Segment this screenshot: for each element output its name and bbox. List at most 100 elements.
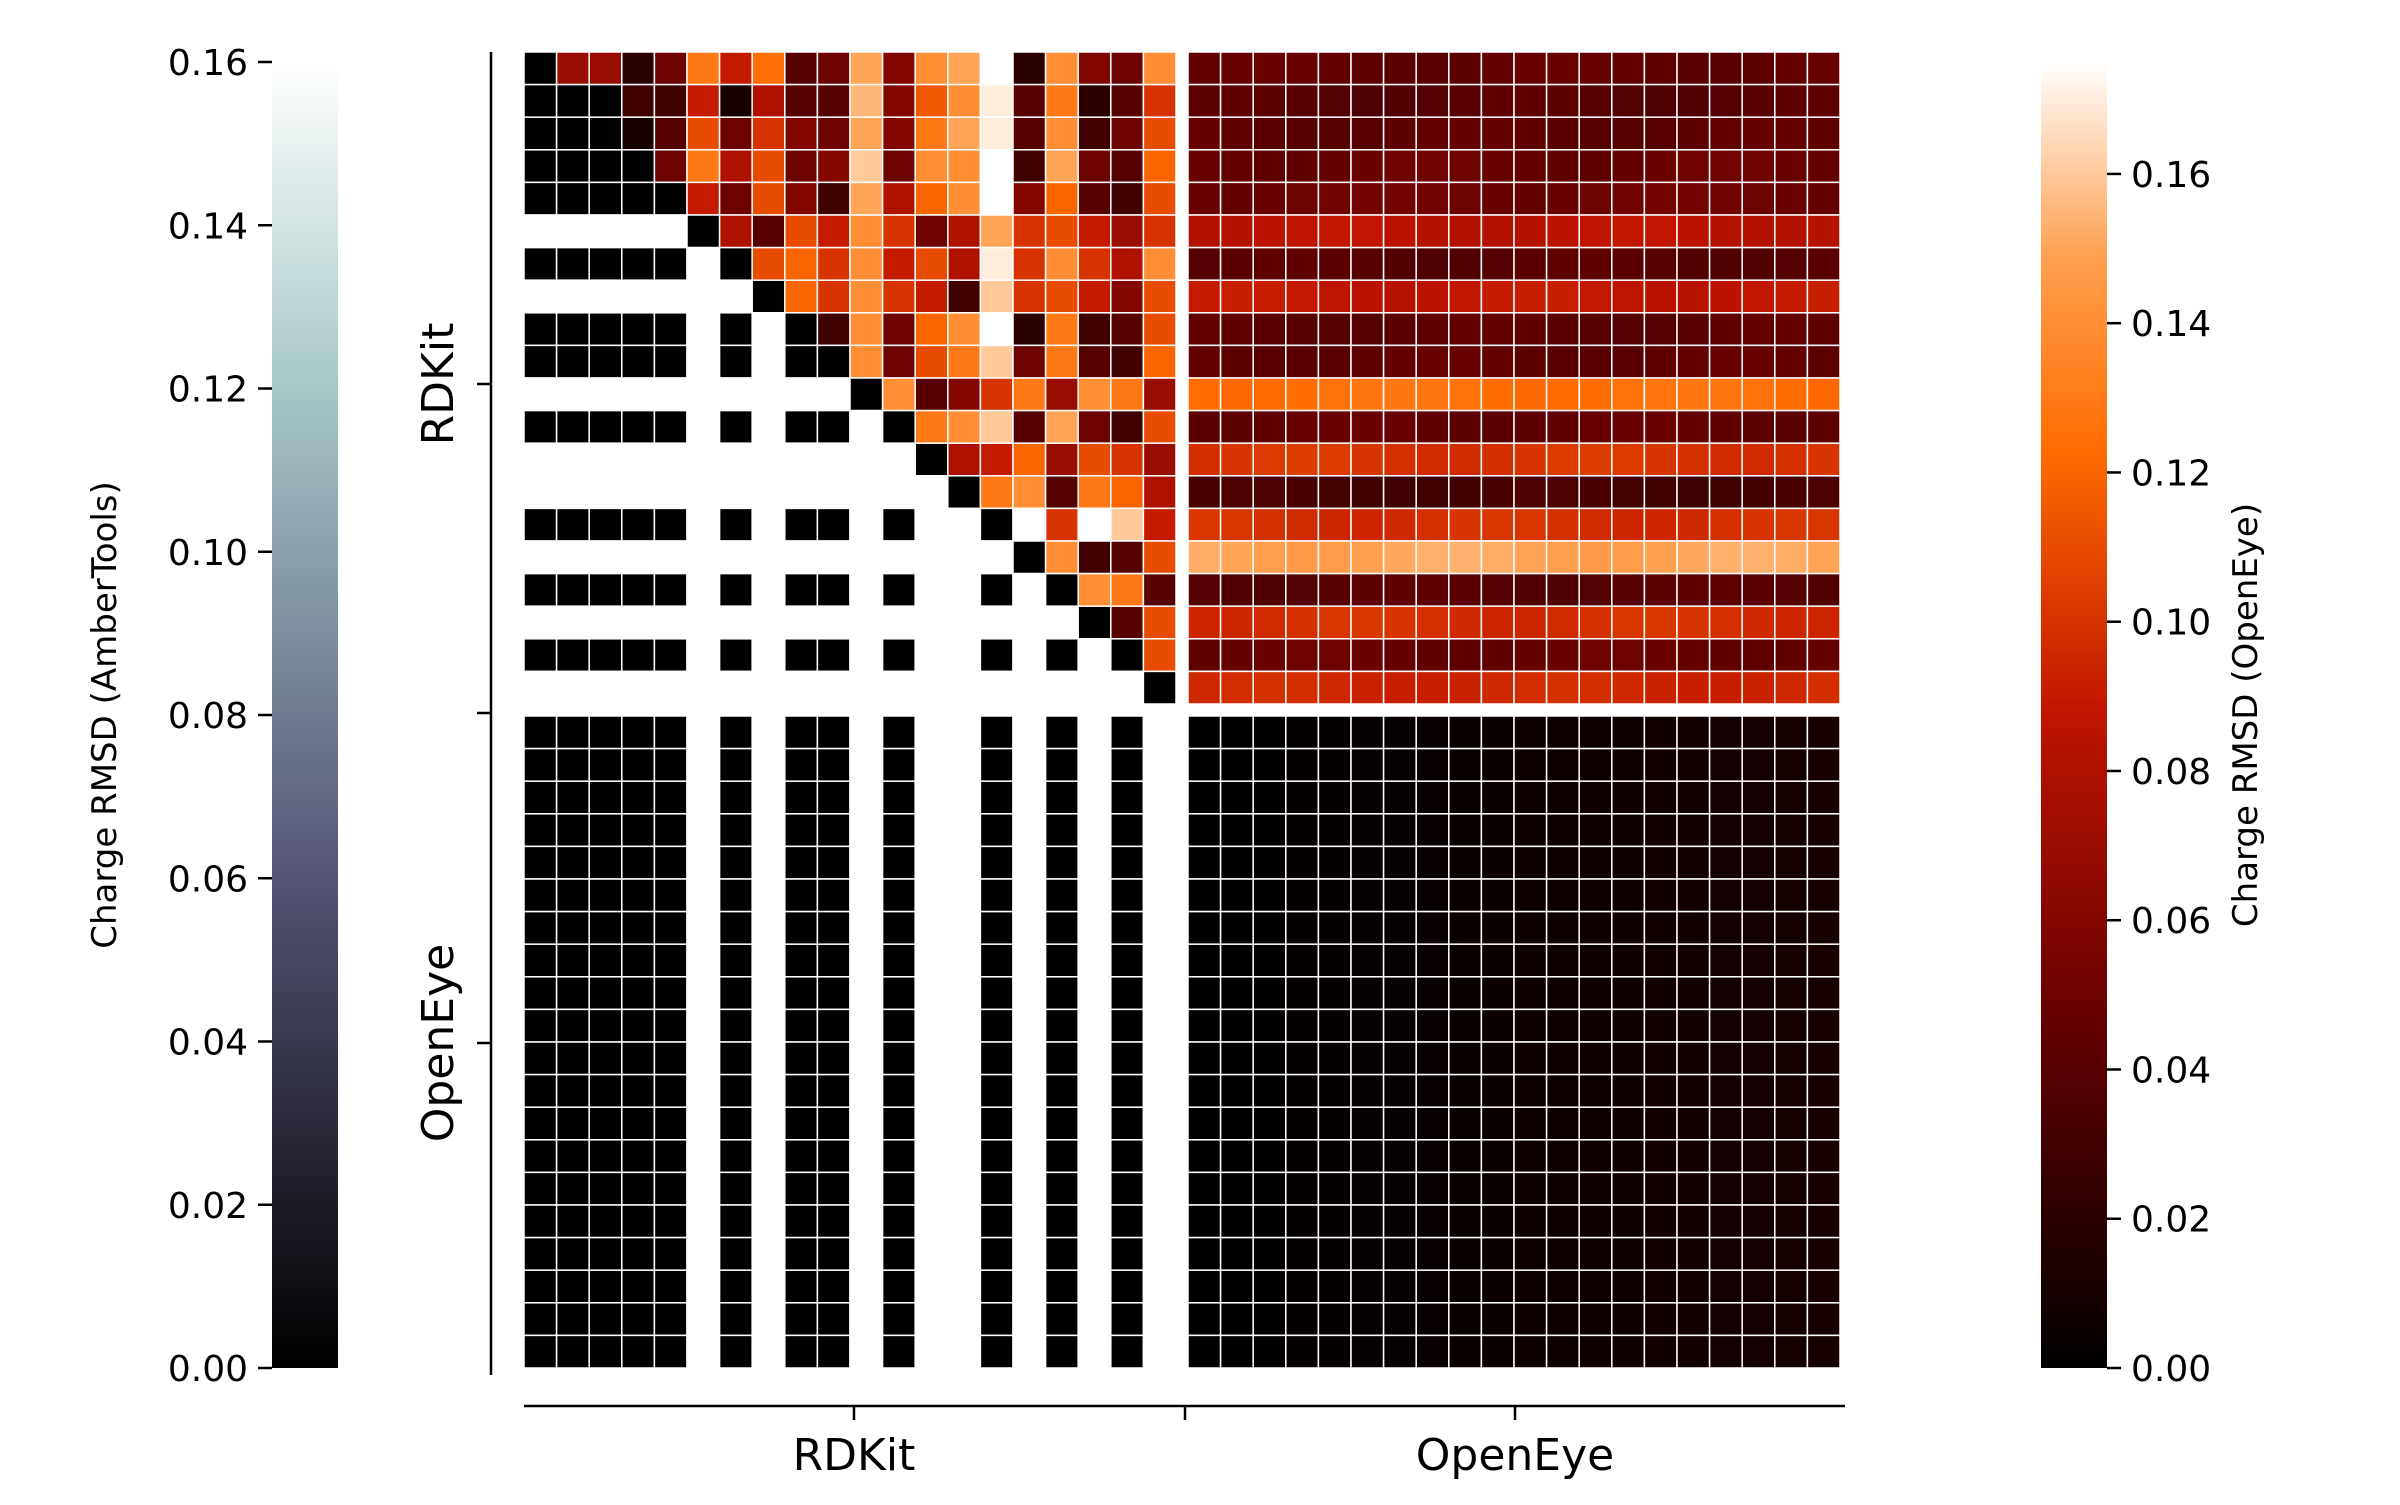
heatmap-cell [881,878,916,913]
heatmap-cell [1285,845,1320,880]
heatmap-cell [653,279,688,314]
heatmap-cell [1643,845,1678,880]
heatmap-cell [1806,149,1841,184]
heatmap-cell [1611,605,1646,640]
heatmap-cell [1611,878,1646,913]
heatmap-cell [1187,1073,1222,1108]
heatmap-cell [1187,813,1222,848]
heatmap-cell [1643,1139,1678,1174]
heatmap-cell [1611,1269,1646,1304]
heatmap-cell [1676,1041,1711,1076]
heatmap-cell [816,638,851,673]
heatmap-cell [849,214,884,249]
heatmap-cell [881,1171,916,1206]
heatmap-cell [1448,976,1483,1011]
heatmap-cell [914,910,949,945]
heatmap-cell [1110,1236,1145,1271]
heatmap-cell [1110,149,1145,184]
heatmap-cell [1643,780,1678,815]
heatmap-cell [1142,1204,1177,1239]
heatmap-cell [1187,845,1222,880]
heatmap-cell [1142,116,1177,151]
heatmap-cell [1012,1204,1047,1239]
heatmap-cell [1285,1236,1320,1271]
heatmap-cell [1676,214,1711,249]
heatmap-cell [1578,1269,1613,1304]
heatmap-cell [588,1008,623,1043]
heatmap-cell [653,845,688,880]
heatmap-cell [1382,377,1417,412]
heatmap-cell [1415,116,1450,151]
heatmap-cell [1219,1236,1254,1271]
heatmap-cell [1741,116,1776,151]
heatmap-cell [718,1236,753,1271]
heatmap-cell [1578,1236,1613,1271]
heatmap-cell [1676,878,1711,913]
heatmap-cell [1219,149,1254,184]
heatmap-cell [1448,116,1483,151]
heatmap-cell [1044,780,1079,815]
heatmap-cell [1415,943,1450,978]
heatmap-cell [1382,1269,1417,1304]
heatmap-cell [1643,1073,1678,1108]
heatmap-cell [1415,51,1450,86]
heatmap-cell [1611,344,1646,379]
heatmap-cell [947,605,982,640]
heatmap-cell [881,1041,916,1076]
heatmap-cell [816,780,851,815]
heatmap-cell [1480,976,1515,1011]
heatmap-cell [1676,813,1711,848]
heatmap-cell [1643,442,1678,477]
heatmap-cell [1480,51,1515,86]
heatmap-cell [979,845,1014,880]
heatmap-cell [751,344,786,379]
heatmap-cell [914,1139,949,1174]
heatmap-cell [1012,83,1047,118]
heatmap-cell [1643,214,1678,249]
heatmap-cell [1643,149,1678,184]
heatmap-cell [1513,116,1548,151]
heatmap-cell [914,116,949,151]
heatmap-cell [1077,1008,1112,1043]
heatmap-cell [1252,1008,1287,1043]
heatmap-cell [653,214,688,249]
heatmap-cell [947,845,982,880]
heatmap-cell [1741,1171,1776,1206]
heatmap-cell [621,943,656,978]
heatmap-cell [1142,246,1177,281]
heatmap-cell [1252,344,1287,379]
heatmap-cell [784,149,819,184]
heatmap-cell [1044,181,1079,216]
heatmap-cell [849,638,884,673]
heatmap-cell [1513,715,1548,750]
heatmap-cell [881,83,916,118]
heatmap-cell [621,813,656,848]
heatmap-cell [1317,638,1352,673]
heatmap-cell [1448,312,1483,347]
heatmap-cell [523,715,558,750]
heatmap-cell [1044,344,1079,379]
heatmap-cell [1643,943,1678,978]
heatmap-cell [1252,878,1287,913]
heatmap-cell [914,475,949,510]
heatmap-cell [1708,943,1743,978]
heatmap-cell [686,540,721,575]
right-colorbar-tick-label: 0.04 [2131,1050,2211,1091]
heatmap-cell [523,943,558,978]
heatmap-cell [1480,214,1515,249]
heatmap-cell [523,910,558,945]
heatmap-cell [1415,214,1450,249]
heatmap-cell [881,943,916,978]
heatmap-cell [1774,214,1809,249]
heatmap-cell [1480,605,1515,640]
heatmap-cell [1142,507,1177,542]
heatmap-cell [1382,976,1417,1011]
heatmap-cell [914,780,949,815]
heatmap-cell [1187,507,1222,542]
heatmap-cell [1741,475,1776,510]
heatmap-cell [751,1073,786,1108]
heatmap-cell [1578,605,1613,640]
heatmap-cell [1285,878,1320,913]
heatmap-cell [1578,1139,1613,1174]
heatmap-cell [1611,246,1646,281]
